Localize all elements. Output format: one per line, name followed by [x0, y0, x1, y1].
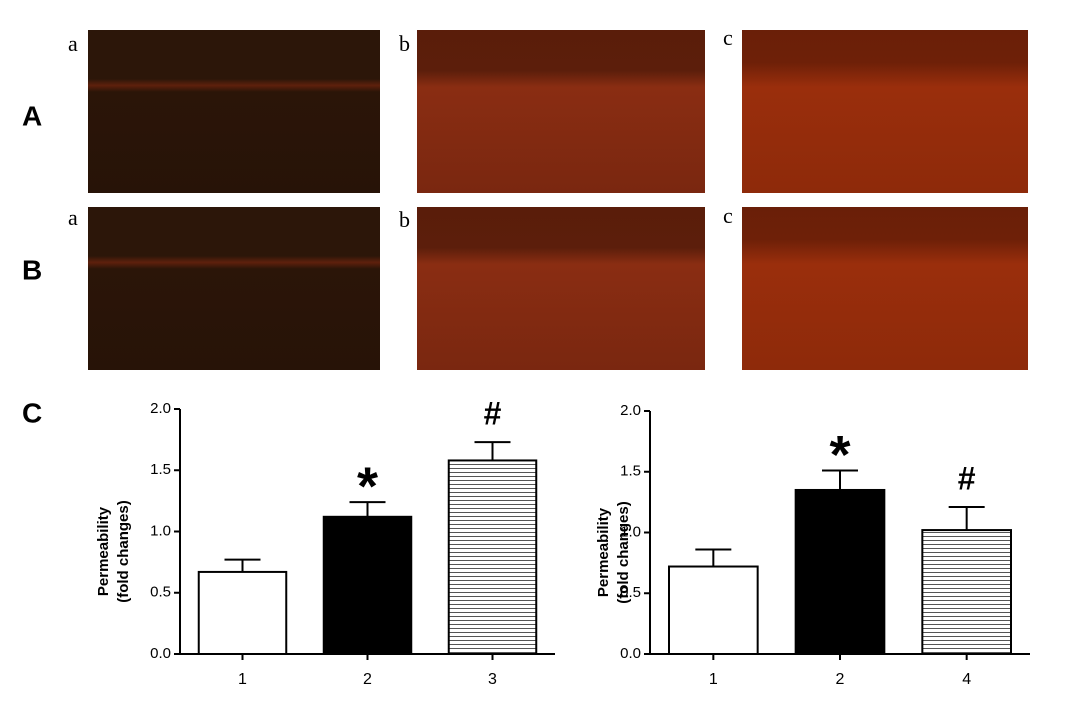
- image-label: c: [723, 25, 733, 50]
- image-label: b: [399, 31, 410, 56]
- image-label: c: [723, 203, 733, 228]
- bar: [921, 529, 1012, 656]
- x-tick-label: 4: [962, 671, 971, 688]
- micrograph: [742, 30, 1028, 193]
- y-tick-label: 0.0: [150, 645, 171, 662]
- bar: [322, 515, 413, 655]
- y-tick-label: 2.0: [620, 402, 641, 419]
- y-axis-label: (fold changes): [615, 501, 632, 604]
- y-tick-label: 0.0: [620, 645, 641, 662]
- image-label: a: [68, 205, 78, 230]
- x-tick-label: 2: [363, 671, 372, 688]
- micrograph: [417, 30, 705, 193]
- y-tick-label: 2.0: [150, 400, 171, 417]
- x-tick-label: 1: [709, 671, 718, 688]
- y-tick-label: 1.5: [150, 461, 171, 478]
- y-tick-label: 1.5: [620, 463, 641, 480]
- y-tick-label: 1.0: [150, 522, 171, 539]
- x-tick-label: 1: [238, 671, 247, 688]
- y-axis-label: (fold changes): [115, 500, 132, 603]
- significance-mark: #: [484, 396, 502, 432]
- micrograph: [417, 207, 705, 370]
- bar: [668, 565, 759, 656]
- bar: [447, 459, 538, 656]
- image-label: b: [399, 207, 410, 232]
- panel-label: A: [22, 100, 42, 131]
- y-axis-label: Permeability: [595, 507, 612, 597]
- y-tick-label: 1.0: [620, 523, 641, 540]
- panel-label: C: [22, 397, 42, 428]
- y-tick-label: 0.5: [150, 584, 171, 601]
- micrograph: [742, 207, 1028, 370]
- bar: [197, 570, 288, 655]
- image-label: a: [68, 31, 78, 56]
- bar: [794, 488, 886, 655]
- significance-mark: *: [357, 456, 378, 516]
- micrograph: [88, 207, 380, 370]
- significance-mark: #: [958, 460, 976, 496]
- y-tick-label: 0.5: [620, 584, 641, 601]
- significance-mark: *: [829, 425, 850, 485]
- y-axis-label: Permeability: [95, 506, 112, 596]
- panel-label: B: [22, 254, 42, 285]
- x-tick-label: 2: [836, 671, 845, 688]
- micrograph: [88, 30, 380, 193]
- x-tick-label: 3: [488, 671, 497, 688]
